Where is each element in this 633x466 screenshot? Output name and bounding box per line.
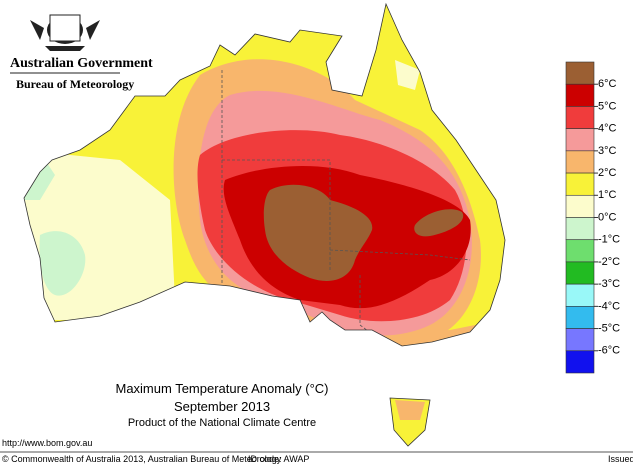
- legend: 6°C 5°C 4°C 3°C 2°C 1°C 0°C -1°C -2°C -3°C -4°C -5°…: [565, 61, 620, 374]
- legend-label: -2°C: [598, 256, 620, 268]
- legend-label: -3°C: [598, 278, 620, 290]
- legend-label: -6°C: [598, 345, 620, 357]
- footer-copyright: © Commonwealth of Australia 2013, Austra…: [2, 454, 282, 464]
- legend-swatch: [565, 61, 595, 85]
- bureau-name: Bureau of Meteorology: [16, 77, 134, 91]
- legend-label: 0°C: [598, 211, 617, 223]
- legend-swatch: [565, 194, 595, 218]
- legend-label: -4°C: [598, 300, 620, 312]
- legend-swatch: [565, 150, 595, 174]
- map-title: Maximum Temperature Anomaly (°C): [115, 381, 328, 396]
- footer-issued: Issued: [608, 454, 633, 464]
- legend-label: 2°C: [598, 167, 617, 179]
- map-product: Product of the National Climate Centre: [128, 417, 316, 429]
- legend-label: 1°C: [598, 189, 617, 201]
- legend-swatch: [565, 239, 595, 263]
- government-name: Australian Government: [10, 56, 153, 71]
- legend-swatch: [565, 172, 595, 196]
- footer-url: http://www.bom.gov.au: [2, 438, 92, 448]
- legend-label: 5°C: [598, 100, 617, 112]
- legend-label: -1°C: [598, 234, 620, 246]
- legend-swatch: [565, 306, 595, 329]
- legend-label: 6°C: [598, 78, 617, 90]
- legend-swatch: [565, 83, 595, 107]
- legend-swatch: [565, 128, 595, 152]
- legend-label: 4°C: [598, 123, 617, 135]
- legend-swatch: [565, 261, 595, 285]
- legend-label: -5°C: [598, 322, 620, 334]
- footer-id: ID code: AWAP: [248, 454, 309, 464]
- legend-label: 3°C: [598, 145, 617, 157]
- legend-swatch: [565, 106, 595, 129]
- legend-swatch: [565, 350, 595, 374]
- map-period: September 2013: [174, 399, 270, 414]
- legend-swatch: [565, 217, 595, 241]
- legend-swatch: [565, 283, 595, 307]
- legend-swatch: [565, 328, 595, 352]
- logo: [30, 14, 100, 51]
